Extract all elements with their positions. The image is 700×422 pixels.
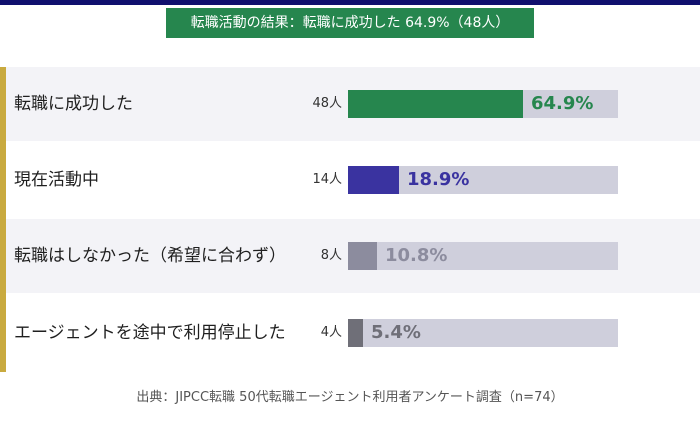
bar [348, 166, 399, 194]
count-label: 14人 [312, 172, 342, 187]
value-label: 10.8% [385, 245, 448, 266]
bar-track [348, 242, 618, 270]
count-label: 48人 [312, 96, 342, 111]
bar [348, 319, 363, 347]
value-label: 18.9% [407, 169, 470, 190]
category-label: 現在活動中 [14, 170, 99, 190]
bar-track [348, 319, 618, 347]
category-label: 転職はしなかった（希望に合わず） [14, 246, 286, 266]
value-label: 5.4% [371, 322, 421, 343]
chart-headline: 転職活動の結果：転職に成功した 64.9%（48人） [166, 8, 534, 38]
bar [348, 90, 523, 118]
accent-bar [0, 67, 6, 372]
source-note: 出典：JIPCC転職 50代転職エージェント利用者アンケート調査（n=74） [136, 390, 564, 405]
count-label: 8人 [320, 248, 342, 263]
value-label: 64.9% [531, 93, 594, 114]
category-label: 転職に成功した [14, 94, 133, 114]
count-label: 4人 [320, 325, 342, 340]
category-label: エージェントを途中で利用停止した [14, 323, 286, 343]
bar [348, 242, 377, 270]
top-rule [0, 0, 700, 5]
